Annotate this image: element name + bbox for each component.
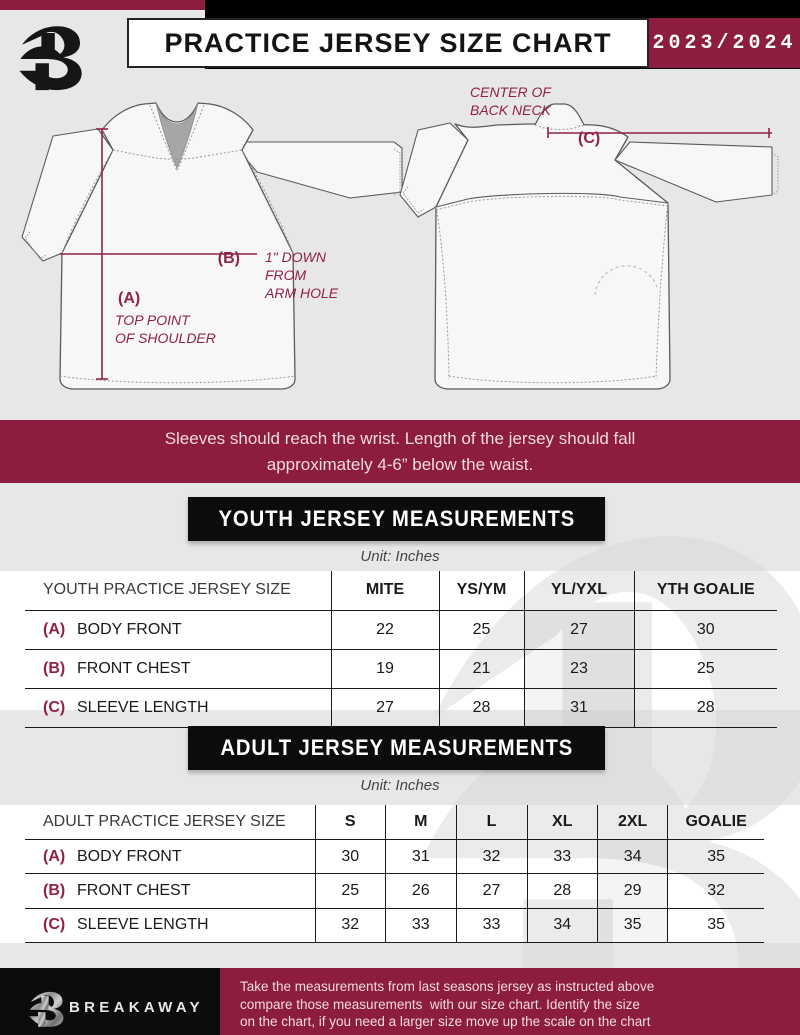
svg-text:(C): (C): [578, 130, 600, 147]
svg-text:1" DOWN: 1" DOWN: [265, 249, 327, 265]
svg-text:BACK NECK: BACK NECK: [470, 102, 552, 118]
svg-text:CENTER OF: CENTER OF: [470, 85, 552, 100]
svg-text:(B): (B): [218, 250, 240, 267]
svg-text:ARM HOLE: ARM HOLE: [264, 285, 339, 301]
svg-text:OF SHOULDER: OF SHOULDER: [115, 330, 216, 346]
svg-text:TOP POINT: TOP POINT: [115, 312, 191, 328]
svg-text:FROM: FROM: [265, 267, 307, 283]
svg-text:(A): (A): [118, 290, 140, 307]
